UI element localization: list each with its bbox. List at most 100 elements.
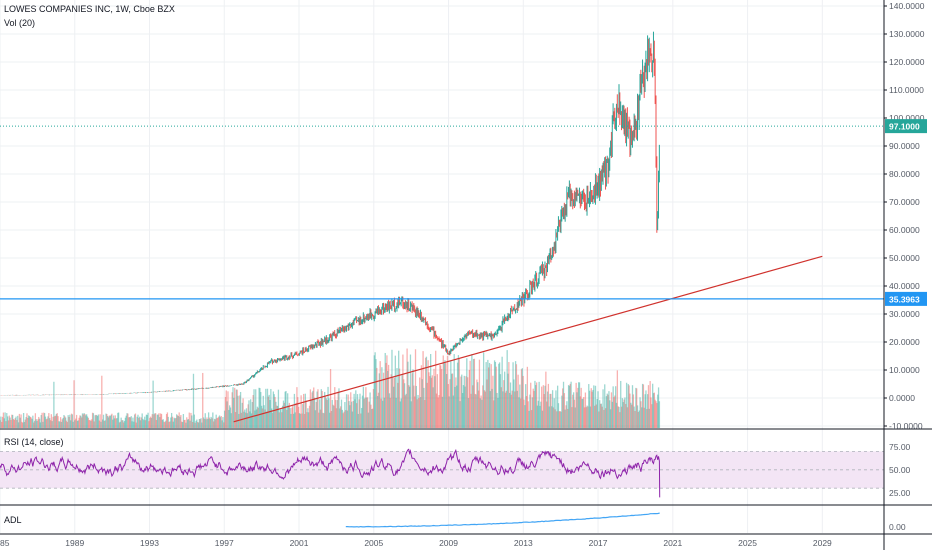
volume-bar xyxy=(453,354,455,428)
volume-bar xyxy=(567,385,570,428)
volume-bar xyxy=(25,417,27,428)
volume-bar xyxy=(261,408,264,428)
volume-bar xyxy=(470,393,472,428)
volume-bar xyxy=(106,414,108,428)
time-tick-label: 2029 xyxy=(813,538,832,548)
volume-bar xyxy=(218,415,221,428)
volume-bars xyxy=(0,348,661,428)
time-tick-label: 1989 xyxy=(65,538,84,548)
volume-bar xyxy=(202,417,205,428)
volume-bar xyxy=(329,368,332,428)
volume-bar xyxy=(432,387,434,428)
price-tick-label: 120.0000 xyxy=(889,57,925,67)
volume-bar xyxy=(530,382,532,428)
volume-bar xyxy=(647,385,650,428)
volume-bar xyxy=(553,398,555,428)
volume-bar xyxy=(239,391,242,428)
volume-bar xyxy=(434,376,436,428)
volume-bar xyxy=(555,390,557,428)
volume-bar xyxy=(497,397,499,428)
volume-bar xyxy=(257,407,259,428)
volume-bar xyxy=(191,415,193,428)
volume-bar xyxy=(63,414,65,428)
volume-bar xyxy=(65,420,68,428)
volume-bar xyxy=(307,408,309,428)
volume-bar xyxy=(592,389,594,428)
volume-bar xyxy=(283,402,285,428)
volume-bar xyxy=(414,396,416,428)
volume-bar xyxy=(589,406,592,428)
volume-bar xyxy=(656,403,658,428)
volume-bar xyxy=(178,412,180,428)
volume-bar xyxy=(367,412,370,428)
volume-bar xyxy=(550,393,552,428)
volume-bar xyxy=(652,393,655,428)
volume-bar xyxy=(248,400,250,428)
volume-bar xyxy=(179,416,181,428)
volume-bar xyxy=(70,413,73,428)
drawn-lines[interactable] xyxy=(0,125,884,423)
volume-bar xyxy=(620,406,623,428)
volume-bar xyxy=(512,362,514,428)
time-tick-label: 2013 xyxy=(514,538,533,548)
volume-bar xyxy=(374,352,376,428)
volume-bar xyxy=(292,413,295,428)
volume-bar xyxy=(541,410,544,428)
volume-bar xyxy=(68,416,70,428)
volume-bar xyxy=(657,387,660,428)
volume-bar xyxy=(326,399,328,428)
volume-bar xyxy=(134,413,137,428)
volume-bar xyxy=(243,411,245,428)
volume-bar xyxy=(411,373,413,428)
volume-bar xyxy=(331,399,333,428)
volume-bar xyxy=(525,384,527,428)
volume-bar xyxy=(28,416,31,428)
volume-bar xyxy=(467,398,470,428)
volume-bar xyxy=(551,390,554,428)
volume-bar xyxy=(112,419,114,428)
volume-bar xyxy=(312,390,314,428)
volume-bar xyxy=(477,390,480,428)
volume-bar xyxy=(485,362,487,428)
volume-bar xyxy=(372,388,375,428)
time-tick-label: 2025 xyxy=(738,538,757,548)
volume-bar xyxy=(152,380,154,428)
volume-bar xyxy=(1,421,3,428)
volume-bar xyxy=(309,389,312,428)
volume-bar xyxy=(631,385,634,428)
volume-bar xyxy=(323,413,325,428)
volume-bar xyxy=(613,397,615,428)
volume-bar xyxy=(361,395,364,428)
volume-bar xyxy=(159,417,161,428)
volume-bar xyxy=(535,385,537,428)
volume-bar xyxy=(193,414,195,428)
volume-bar xyxy=(197,422,199,428)
volume-bar xyxy=(507,373,509,428)
volume-bar xyxy=(514,391,516,428)
volume-bar xyxy=(502,391,504,428)
volume-bar xyxy=(286,409,288,428)
volume-bar xyxy=(49,418,51,428)
volume-bar xyxy=(174,418,176,428)
volume-bar xyxy=(435,393,438,428)
volume-bar xyxy=(641,383,644,428)
volume-bar xyxy=(254,410,256,428)
volume-bar xyxy=(422,351,424,428)
volume-bar xyxy=(96,416,99,428)
volume-bar xyxy=(236,389,238,428)
volume-bar xyxy=(447,384,449,428)
volume-bar xyxy=(166,412,169,428)
volume-bar xyxy=(451,373,453,428)
volume-bar xyxy=(399,401,402,428)
volume-bar xyxy=(176,415,179,428)
volume-bar xyxy=(122,420,124,428)
volume-bar xyxy=(35,419,37,428)
trendline[interactable] xyxy=(233,255,823,423)
volume-bar xyxy=(44,416,47,428)
volume-bar xyxy=(188,412,190,428)
volume-bar xyxy=(454,386,456,428)
volume-bar xyxy=(359,393,361,428)
volume-bar xyxy=(457,355,460,428)
volume-bar xyxy=(76,420,79,428)
